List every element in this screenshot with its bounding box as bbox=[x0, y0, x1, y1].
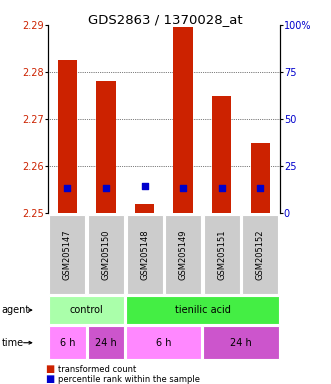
Text: 6 h: 6 h bbox=[156, 338, 171, 348]
Text: agent: agent bbox=[2, 305, 30, 315]
Bar bbox=[135, 204, 154, 213]
Point bbox=[180, 185, 186, 191]
Text: 24 h: 24 h bbox=[230, 338, 252, 348]
Text: ■: ■ bbox=[45, 364, 54, 374]
Bar bbox=[173, 27, 193, 213]
Bar bbox=[58, 60, 77, 213]
Bar bbox=[251, 142, 270, 213]
Text: GSM205148: GSM205148 bbox=[140, 229, 149, 280]
Point bbox=[219, 185, 224, 191]
Text: 24 h: 24 h bbox=[95, 338, 117, 348]
Point bbox=[258, 185, 263, 191]
Text: tienilic acid: tienilic acid bbox=[174, 305, 230, 315]
Bar bbox=[96, 81, 116, 213]
Bar bbox=[212, 96, 231, 213]
Point bbox=[65, 185, 70, 191]
Text: GSM205149: GSM205149 bbox=[179, 229, 188, 280]
Text: percentile rank within the sample: percentile rank within the sample bbox=[58, 375, 200, 384]
Text: time: time bbox=[2, 338, 24, 348]
Point bbox=[142, 183, 147, 189]
Text: GSM205147: GSM205147 bbox=[63, 229, 72, 280]
Text: control: control bbox=[70, 305, 104, 315]
Text: GSM205150: GSM205150 bbox=[101, 229, 111, 280]
Text: GDS2863 / 1370028_at: GDS2863 / 1370028_at bbox=[88, 13, 243, 26]
Text: 6 h: 6 h bbox=[60, 338, 75, 348]
Point bbox=[103, 185, 109, 191]
Text: ■: ■ bbox=[45, 374, 54, 384]
Text: GSM205152: GSM205152 bbox=[256, 229, 265, 280]
Text: transformed count: transformed count bbox=[58, 365, 136, 374]
Text: GSM205151: GSM205151 bbox=[217, 229, 226, 280]
